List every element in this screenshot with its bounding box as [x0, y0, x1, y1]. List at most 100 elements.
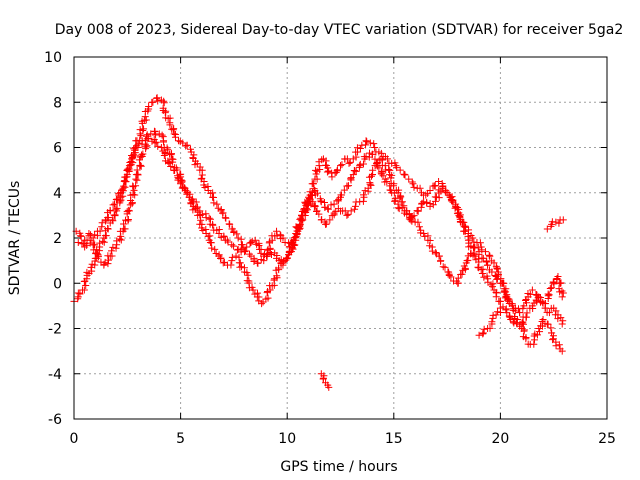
data-point	[345, 159, 353, 167]
data-point	[219, 209, 227, 217]
data-point	[493, 275, 501, 283]
data-point	[205, 214, 213, 222]
data-point	[152, 131, 160, 139]
data-point	[447, 273, 455, 281]
data-point	[174, 176, 182, 184]
data-point	[248, 237, 256, 245]
data-point	[558, 320, 566, 328]
data-point	[547, 324, 555, 332]
data-point	[415, 223, 423, 231]
x-tick-label: 15	[385, 431, 403, 447]
data-point	[210, 199, 218, 207]
data-point	[362, 141, 370, 149]
data-point	[334, 197, 342, 205]
data-point	[313, 207, 321, 215]
data-point	[371, 144, 379, 151]
x-tick-label: 5	[176, 431, 185, 447]
y-tick-label: -6	[48, 412, 62, 428]
data-point	[74, 239, 82, 247]
data-point	[483, 257, 491, 265]
data-point	[113, 204, 121, 212]
data-point	[124, 206, 132, 214]
y-axis-label: SDTVAR / TECUs	[7, 181, 23, 296]
data-point	[233, 246, 241, 254]
y-tick-label: 6	[53, 141, 62, 157]
data-point	[117, 193, 125, 201]
data-point	[536, 328, 544, 336]
data-point	[216, 254, 224, 262]
data-point	[492, 293, 500, 301]
data-point	[426, 236, 434, 244]
data-point	[171, 133, 179, 141]
data-point	[178, 178, 186, 186]
data-point	[333, 166, 341, 174]
data-point	[505, 312, 513, 320]
data-point	[167, 163, 175, 171]
data-point	[363, 138, 371, 146]
data-point	[222, 214, 230, 222]
data-point	[422, 191, 430, 199]
data-point	[479, 330, 487, 338]
data-point	[340, 186, 348, 194]
data-point	[264, 294, 272, 302]
data-point	[109, 201, 117, 209]
data-point	[362, 137, 370, 145]
data-point	[74, 289, 82, 297]
data-point	[431, 182, 439, 190]
data-point	[451, 204, 459, 212]
data-point	[124, 215, 132, 223]
data-point	[410, 212, 418, 220]
data-point	[94, 253, 102, 261]
data-point	[153, 94, 161, 102]
data-point	[132, 175, 140, 183]
data-point	[471, 252, 479, 260]
data-point	[463, 257, 471, 265]
data-point	[338, 161, 346, 169]
data-point	[134, 144, 142, 151]
data-point	[409, 180, 417, 188]
data-point	[209, 221, 217, 229]
data-point	[556, 279, 564, 287]
data-point	[356, 162, 364, 170]
data-point	[130, 186, 138, 194]
data-point	[267, 250, 275, 258]
data-point	[559, 216, 567, 224]
data-point	[238, 241, 246, 249]
data-point	[116, 197, 124, 205]
data-point	[349, 171, 357, 179]
data-point	[300, 205, 308, 213]
data-point	[290, 234, 298, 242]
data-point	[552, 218, 560, 226]
data-point	[253, 259, 261, 267]
data-point	[516, 309, 524, 317]
data-point	[326, 216, 334, 224]
data-point	[341, 207, 349, 215]
data-point	[437, 257, 445, 265]
data-point	[405, 175, 413, 183]
data-point	[170, 130, 178, 138]
data-point	[165, 159, 173, 167]
data-point	[317, 216, 325, 224]
data-point	[350, 167, 358, 175]
data-point	[112, 205, 120, 213]
data-point	[161, 149, 169, 157]
data-point	[435, 177, 443, 185]
data-point	[476, 239, 484, 247]
data-point	[182, 142, 190, 150]
data-point	[241, 248, 249, 256]
data-point	[260, 257, 268, 265]
data-point	[88, 267, 96, 275]
data-point	[488, 318, 496, 326]
data-point	[313, 189, 321, 197]
data-point	[175, 175, 183, 183]
data-point	[120, 220, 128, 228]
data-point	[243, 243, 251, 251]
data-point	[420, 229, 428, 237]
data-point	[442, 186, 450, 194]
data-point	[351, 202, 359, 210]
data-point	[417, 229, 425, 237]
data-point	[426, 200, 434, 208]
data-point	[324, 205, 332, 213]
data-point	[275, 264, 283, 272]
data-point	[237, 263, 245, 271]
